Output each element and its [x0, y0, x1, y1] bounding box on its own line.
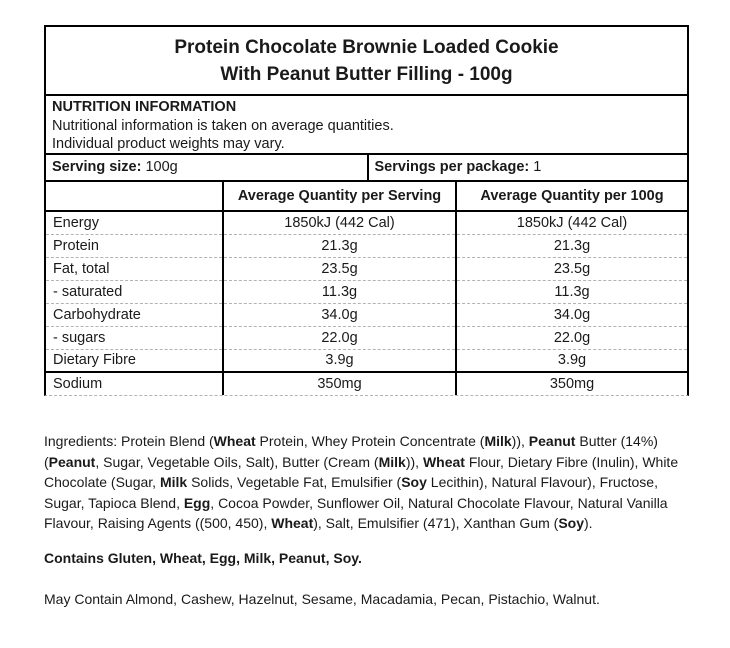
ingredients-text-segment: ). [584, 515, 593, 531]
ingredients-text-segment: Solids, Vegetable Fat, Emulsifier ( [187, 474, 402, 490]
allergen-bold-text: Milk [159, 474, 188, 490]
per-100g-cell: 22.0g [455, 326, 687, 350]
table-row: Energy 1850kJ (442 Cal) 1850kJ (442 Cal) [46, 211, 687, 235]
per-serving-cell: 22.0g [222, 326, 456, 350]
ingredients-section: Ingredients: Protein Blend (Wheat Protei… [44, 431, 694, 610]
per-100g-cell: 21.3g [455, 234, 687, 258]
product-title-line1: Protein Chocolate Brownie Loaded Cookie [174, 37, 559, 58]
per-100g-cell: 34.0g [455, 303, 687, 327]
nutrition-info-heading: NUTRITION INFORMATION [52, 99, 237, 115]
allergen-bold-text: Soy [401, 474, 427, 490]
ingredients-text-segment: )), [405, 453, 423, 470]
nutrition-table-box: Average Quantity per Serving Average Qua… [44, 180, 689, 396]
per-serving-cell: 350mg [222, 371, 456, 395]
ingredients-text-segment: ), Salt, Emulsifier (471), Xanthan Gum ( [313, 515, 559, 531]
serving-size-label: Serving size: [52, 159, 142, 175]
per-100g-cell: 11.3g [455, 280, 687, 304]
servings-per-package-cell: Servings per package: 1 [366, 155, 688, 180]
allergen-bold-text: Egg [183, 494, 211, 511]
table-row: Dietary Fibre 3.9g 3.9g [46, 349, 687, 373]
allergen-bold-text: Milk [378, 453, 406, 470]
nutrition-info-box: NUTRITION INFORMATION Nutritional inform… [44, 94, 689, 155]
table-row: Sodium 350mg 350mg [46, 371, 687, 395]
per-100g-cell: 23.5g [455, 257, 687, 281]
nutrient-name-cell: Fat, total [46, 257, 223, 281]
nutrient-name-cell: Energy [46, 211, 223, 235]
allergen-bold-text: Peanut [48, 453, 96, 470]
column-header-per-100g: Average Quantity per 100g [455, 182, 687, 212]
ingredients-text-segment: , Sugar, Vegetable Oils, Salt), Butter (… [95, 453, 379, 470]
allergen-bold-text: Peanut [528, 433, 576, 449]
nutrient-name-cell: Protein [46, 234, 223, 258]
ingredients-text-segment: , Cocoa Powder, Sunflower Oil, Natural C… [44, 494, 668, 532]
allergen-bold-text: Wheat [213, 433, 256, 449]
ingredients-text-segment: Flour, Dietary Fibre (Inulin), White Cho… [44, 453, 679, 491]
nutrient-name-cell: Sodium [46, 371, 223, 395]
allergen-bold-text: Wheat [422, 453, 465, 470]
ingredients-text-segment: Lecithin), Natural Flavour), Fructose, S… [44, 474, 658, 511]
allergen-bold-text: Wheat [271, 515, 314, 531]
table-row: Carbohydrate 34.0g 34.0g [46, 303, 687, 327]
per-100g-cell: 350mg [455, 371, 687, 395]
serving-size-cell: Serving size: 100g [46, 155, 367, 180]
nutrition-table-body: Energy 1850kJ (442 Cal) 1850kJ (442 Cal) Pr… [46, 211, 687, 395]
servings-per-package-label: Servings per package: [374, 159, 530, 175]
table-row: - saturated 11.3g 11.3g [46, 280, 687, 304]
ingredients-text-segment: Protein, Whey Protein Concentrate ( [255, 433, 485, 449]
table-header-row: Average Quantity per Serving Average Qua… [46, 182, 687, 212]
serving-row: Serving size: 100g Servings per package:… [44, 153, 689, 182]
allergen-bold-text: Soy [558, 515, 585, 531]
per-serving-cell: 11.3g [222, 280, 456, 304]
nutrient-name-cell: Carbohydrate [46, 303, 223, 327]
per-serving-cell: 1850kJ (442 Cal) [222, 211, 456, 235]
ingredients-text-segment: Butter (14%) ( [44, 433, 658, 470]
nutrition-table: Average Quantity per Serving Average Qua… [46, 182, 687, 395]
contains-statement: Contains Gluten, Wheat, Egg, Milk, Peanu… [44, 549, 362, 566]
table-row: Protein 21.3g 21.3g [46, 234, 687, 258]
ingredients-text-segment: Ingredients: Protein Blend ( [44, 433, 214, 449]
per-100g-cell: 1850kJ (442 Cal) [455, 211, 687, 235]
nutrient-name-cell: - saturated [46, 280, 223, 304]
servings-per-package-value: 1 [533, 159, 542, 175]
table-row: Fat, total 23.5g 23.5g [46, 257, 687, 281]
per-serving-cell: 21.3g [222, 234, 456, 258]
per-serving-cell: 23.5g [222, 257, 456, 281]
per-serving-cell: 3.9g [222, 349, 456, 373]
per-100g-cell: 3.9g [455, 349, 687, 373]
nutrient-name-cell: - sugars [46, 326, 223, 350]
nutrition-info-note-2: Individual product weights may vary. [52, 136, 285, 152]
product-title-line2: With Peanut Butter Filling - 100g [220, 64, 513, 85]
table-row: - sugars 22.0g 22.0g [46, 326, 687, 350]
nutrient-name-cell: Dietary Fibre [46, 349, 223, 373]
column-header-per-serving: Average Quantity per Serving [222, 182, 456, 212]
ingredients-text-segment: )), [511, 433, 529, 449]
ingredients-paragraph: Ingredients: Protein Blend (Wheat Protei… [44, 431, 694, 534]
column-header-nutrient [46, 182, 223, 212]
nutrition-info-note-1: Nutritional information is taken on aver… [52, 117, 394, 134]
per-serving-cell: 34.0g [222, 303, 456, 327]
serving-size-value: 100g [145, 159, 178, 175]
may-contain-statement: May Contain Almond, Cashew, Hazelnut, Se… [44, 591, 600, 607]
nutrition-label: Protein Chocolate Brownie Loaded Cookie … [44, 25, 689, 396]
product-title-box: Protein Chocolate Brownie Loaded Cookie … [44, 25, 689, 96]
allergen-bold-text: Milk [484, 433, 512, 449]
